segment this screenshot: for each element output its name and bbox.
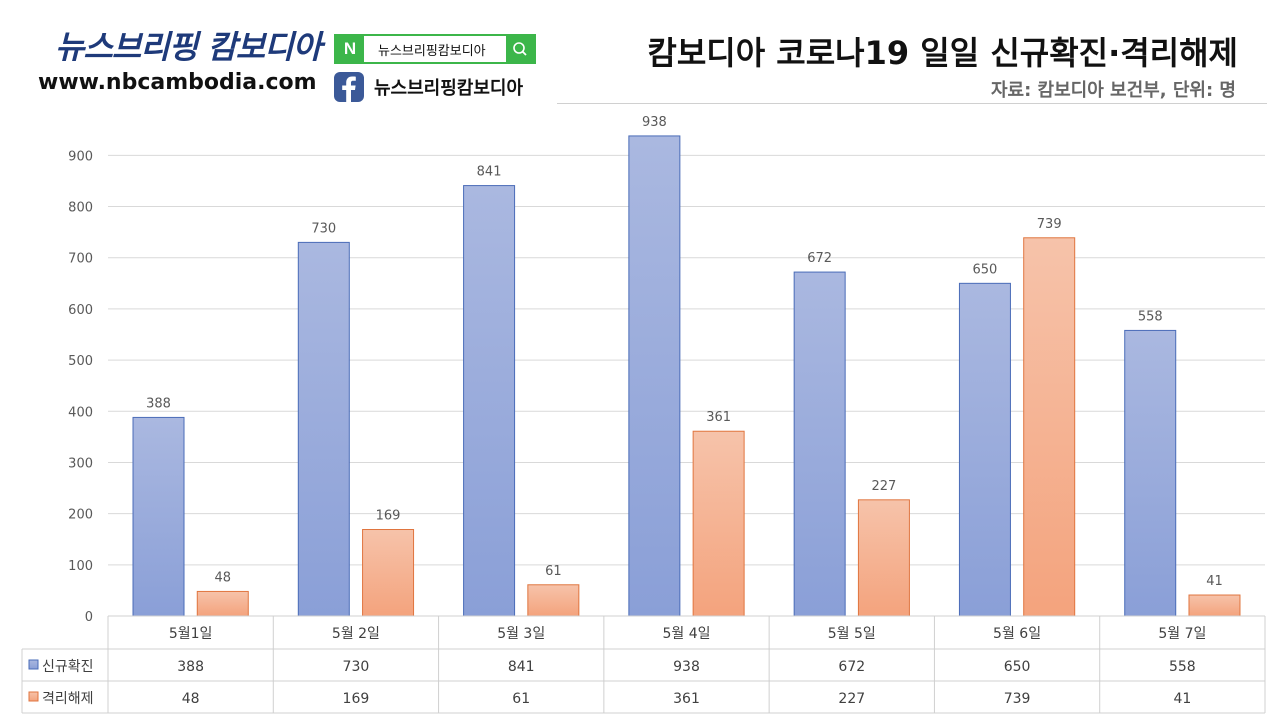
y-tick-label: 300 [68,456,93,471]
naver-logo-icon: N [336,36,364,62]
category-label: 5월 7일 [1158,626,1206,642]
category-label: 5월1일 [169,626,213,642]
bar-released-3 [527,584,580,617]
data-label: 227 [872,479,897,494]
bar-new-cases-7 [1124,329,1177,617]
y-tick-label: 200 [68,508,93,523]
table-value: 650 [1004,659,1031,675]
bar-new-cases-5 [793,271,846,617]
table-value: 841 [508,659,535,675]
data-label: 558 [1138,309,1163,324]
table-value: 361 [673,691,700,707]
data-label: 841 [477,165,502,180]
facebook-icon[interactable] [334,72,364,102]
y-tick-label: 100 [68,559,93,574]
bar-released-1 [196,590,249,617]
bar-released-5 [857,499,910,617]
data-label: 672 [807,251,832,266]
table-value: 938 [673,659,700,675]
category-label: 5월 5일 [828,626,876,642]
bar-new-cases-4 [628,135,681,617]
category-label: 5월 3일 [497,626,545,642]
y-tick-label: 500 [68,354,93,369]
data-label: 650 [973,262,998,277]
category-label: 5월 6일 [993,626,1041,642]
series-name: 신규확진 [42,659,94,675]
bar-released-7 [1188,594,1241,617]
title-divider [557,103,1267,104]
y-tick-label: 600 [68,303,93,318]
bar-released-2 [362,529,415,617]
category-label: 5월 4일 [662,626,710,642]
table-value: 41 [1173,691,1191,707]
data-label: 739 [1037,217,1062,232]
table-value: 48 [182,691,200,707]
bar-new-cases-1 [132,416,185,617]
data-label: 48 [214,570,231,585]
naver-search-text: 뉴스브리핑캄보디아 [378,44,486,59]
data-label: 169 [376,509,401,524]
y-tick-label: 0 [85,610,93,625]
table-value: 61 [512,691,530,707]
data-label: 361 [706,410,731,425]
bar-released-6 [1023,237,1076,617]
table-value: 672 [838,659,865,675]
table-value: 227 [838,691,865,707]
series-name: 격리해제 [42,691,94,707]
search-icon[interactable] [506,36,534,62]
category-label: 5월 2일 [332,626,380,642]
data-label: 61 [545,564,562,579]
data-label: 41 [1206,574,1223,589]
data-label: 730 [311,221,336,236]
bar-new-cases-2 [297,241,350,617]
chart-title: 캄보디아 코로나19 일일 신규확진·격리해제 [647,34,1238,72]
bar-new-cases-3 [463,185,516,617]
y-tick-label: 900 [68,149,93,164]
y-tick-label: 700 [68,252,93,267]
legend-key [28,691,39,702]
chart-subtitle: 자료: 캄보디아 보건부, 단위: 명 [990,80,1236,101]
legend-key [28,659,39,670]
y-tick-label: 400 [68,405,93,420]
bar-released-4 [692,430,745,617]
data-label: 938 [642,115,667,130]
bar-new-cases-6 [958,282,1011,617]
naver-search-box[interactable]: N 뉴스브리핑캄보디아 [334,34,536,64]
table-value: 388 [177,659,204,675]
table-value: 730 [343,659,370,675]
y-tick-label: 800 [68,201,93,216]
table-value: 739 [1004,691,1031,707]
facebook-page-name[interactable]: 뉴스브리핑캄보디아 [374,78,524,99]
brand-url[interactable]: www.nbcambodia.com [38,70,317,95]
table-value: 169 [343,691,370,707]
brand-name: 뉴스브리핑 캄보디아 [55,28,322,66]
table-value: 558 [1169,659,1196,675]
data-label: 388 [146,396,171,411]
